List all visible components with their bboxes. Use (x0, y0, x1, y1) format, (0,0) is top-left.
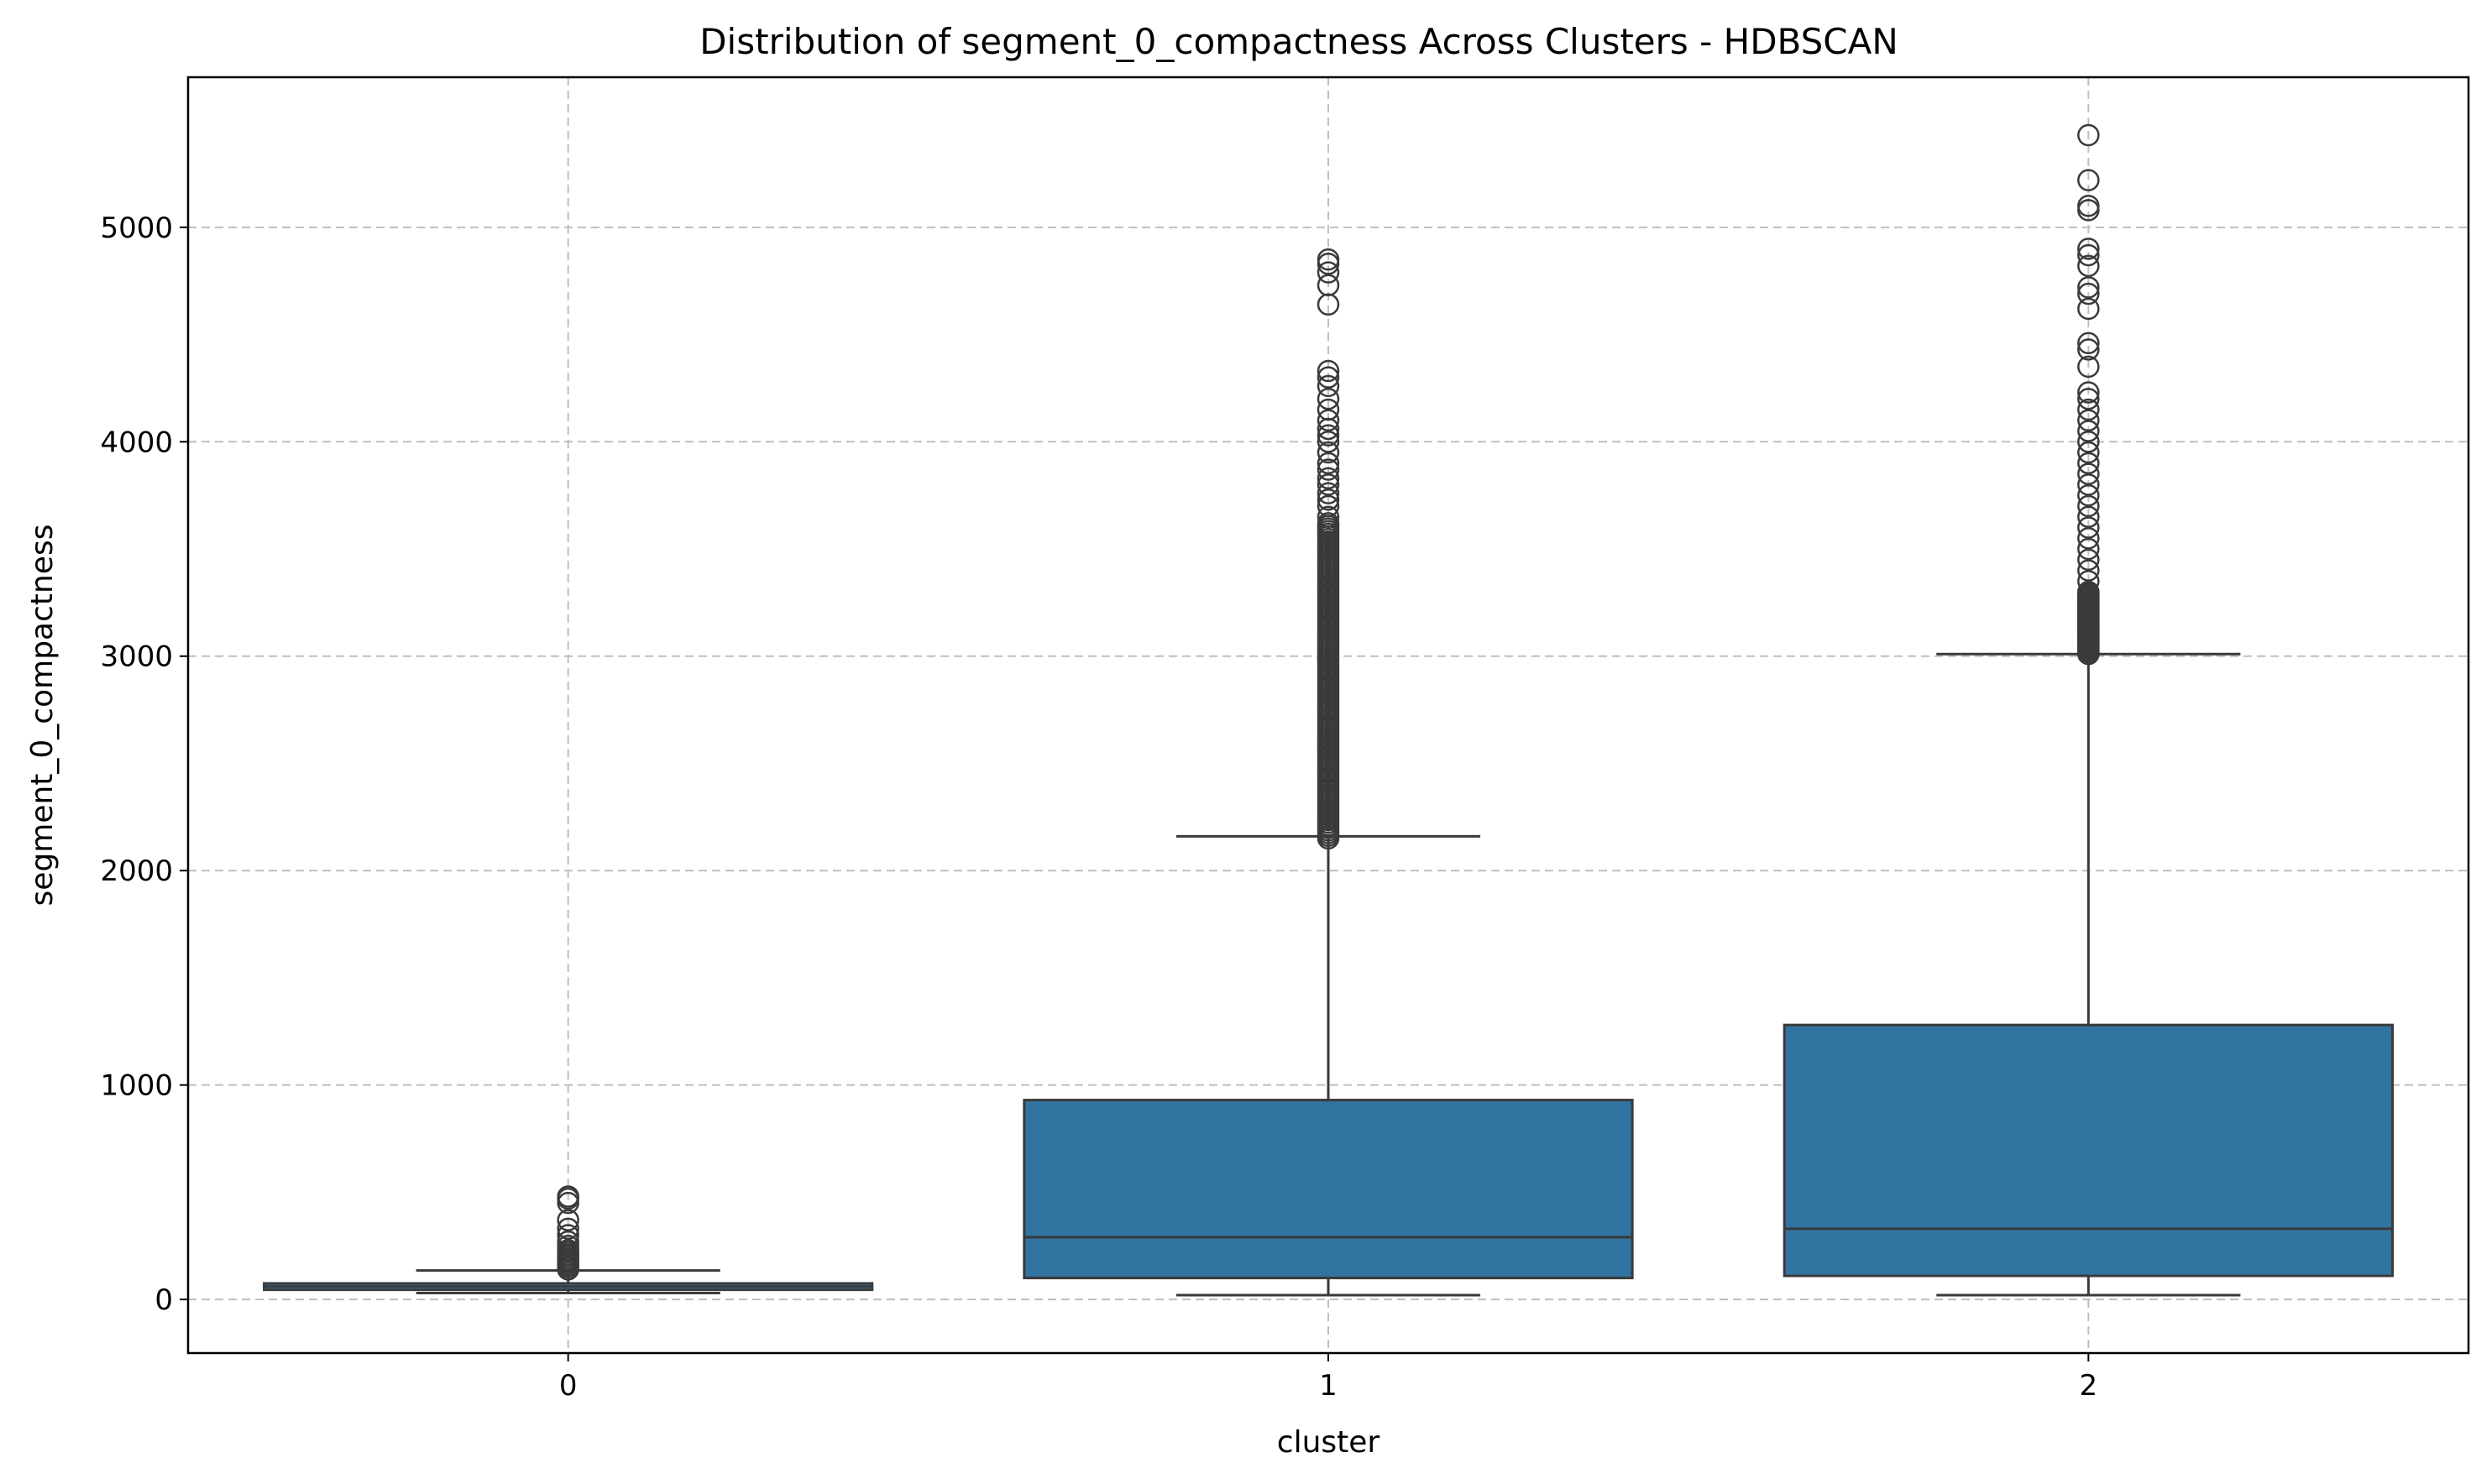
outlier-point (1317, 387, 1340, 410)
outlier-point (2077, 282, 2100, 306)
outlier-point (1317, 458, 1340, 481)
outlier-point (2077, 570, 2100, 593)
outlier-point (1317, 398, 1340, 421)
outlier-point (1317, 359, 1340, 383)
outlier-point (2077, 505, 2100, 528)
outlier-point (2077, 537, 2100, 561)
outlier-point (2077, 526, 2100, 550)
outlier-point (1317, 467, 1340, 489)
outlier-point (1317, 374, 1340, 398)
outlier-point (2077, 332, 2100, 355)
axis-ticks: 0 1000 2000 3000 4000 5000 0 1 2 (100, 212, 2097, 1403)
y-axis-label: segment_0_compactness (25, 525, 60, 907)
outlier-point (2077, 494, 2100, 518)
outlier-point (2077, 580, 2100, 604)
outlier-point (557, 1209, 579, 1231)
chart-title: Distribution of segment_0_compactness Ac… (699, 21, 1898, 62)
outlier-point (557, 1224, 579, 1246)
outlier-point (2077, 338, 2100, 361)
outlier-point (1317, 366, 1340, 389)
boxes (263, 123, 2394, 1297)
outlier-point (1317, 512, 1340, 535)
outlier-point (2077, 398, 2100, 421)
outlier-point (557, 1230, 579, 1253)
iqr-box (1023, 1099, 1634, 1280)
x-tick-label: 2 (2080, 1369, 2098, 1403)
outlier-point (1317, 441, 1340, 464)
outlier-point (2077, 516, 2100, 539)
iqr-box (1783, 1023, 2394, 1278)
outlier-point (1317, 452, 1340, 475)
outlier-point (2077, 559, 2100, 582)
outlier-point (2077, 387, 2100, 410)
outlier-point (557, 1185, 579, 1208)
outlier-point (2077, 483, 2100, 507)
outlier-point (2077, 169, 2100, 191)
box-cluster-0 (263, 1185, 874, 1294)
outlier-point (1317, 473, 1340, 496)
outlier-point (1317, 409, 1340, 431)
outlier-point (2077, 452, 2100, 475)
outlier-point (2077, 297, 2100, 321)
outlier-point (1317, 424, 1340, 447)
y-tick-label: 1000 (100, 1069, 173, 1103)
outlier-point (1317, 261, 1340, 284)
outlier-point (2077, 473, 2100, 496)
outlier-point (2077, 238, 2100, 260)
outlier-point (2077, 548, 2100, 572)
box-cluster-2 (1783, 123, 2394, 1297)
outlier-point (2077, 462, 2100, 485)
box-cluster-1 (1023, 248, 1634, 1297)
outlier-point (1317, 482, 1340, 504)
outlier-point (2077, 381, 2100, 404)
outlier-point (1317, 274, 1340, 297)
outlier-point (2077, 355, 2100, 379)
x-axis-label: cluster (1277, 1425, 1380, 1460)
y-tick-label: 3000 (100, 640, 173, 674)
x-tick-label: 0 (559, 1369, 578, 1403)
outlier-point (2077, 420, 2100, 442)
y-tick-label: 4000 (100, 426, 173, 459)
outlier-point (2077, 431, 2100, 453)
outlier-point (1317, 248, 1340, 271)
outlier-point (2077, 276, 2100, 299)
y-tick-label: 5000 (100, 212, 173, 245)
outlier-point (2077, 254, 2100, 278)
y-tick-label: 2000 (100, 854, 173, 888)
outlier-point (1317, 505, 1340, 528)
outlier-point (1317, 494, 1340, 518)
outlier-point (2077, 441, 2100, 464)
x-tick-label: 1 (1319, 1369, 1338, 1403)
outlier-point (2077, 243, 2100, 267)
outlier-point (1317, 431, 1340, 453)
outlier-point (1317, 489, 1340, 511)
y-tick-label: 0 (154, 1283, 173, 1317)
outlier-point (2077, 195, 2100, 217)
outlier-point (557, 1217, 579, 1241)
outlier-point (2077, 123, 2100, 147)
outlier-point (2077, 409, 2100, 431)
